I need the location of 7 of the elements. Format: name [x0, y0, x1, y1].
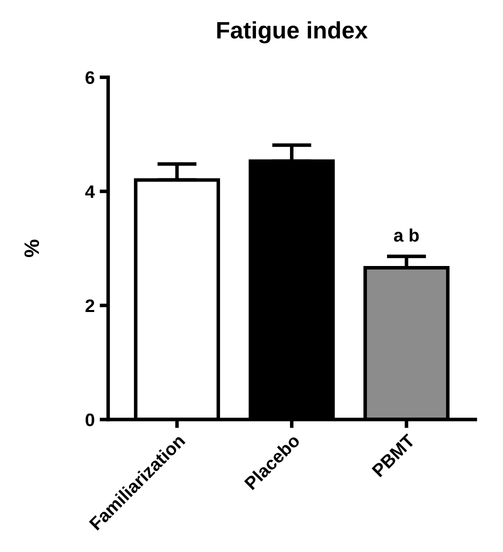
annotation: a b	[394, 228, 419, 242]
y-axis-title: %	[24, 240, 40, 258]
y-tick-label: 0	[86, 413, 94, 426]
y-tick-label: 2	[86, 299, 94, 312]
chart-title: Fatigue index	[217, 21, 368, 44]
y-tick-label: 4	[85, 185, 95, 198]
y-tick-label: 6	[86, 71, 94, 84]
